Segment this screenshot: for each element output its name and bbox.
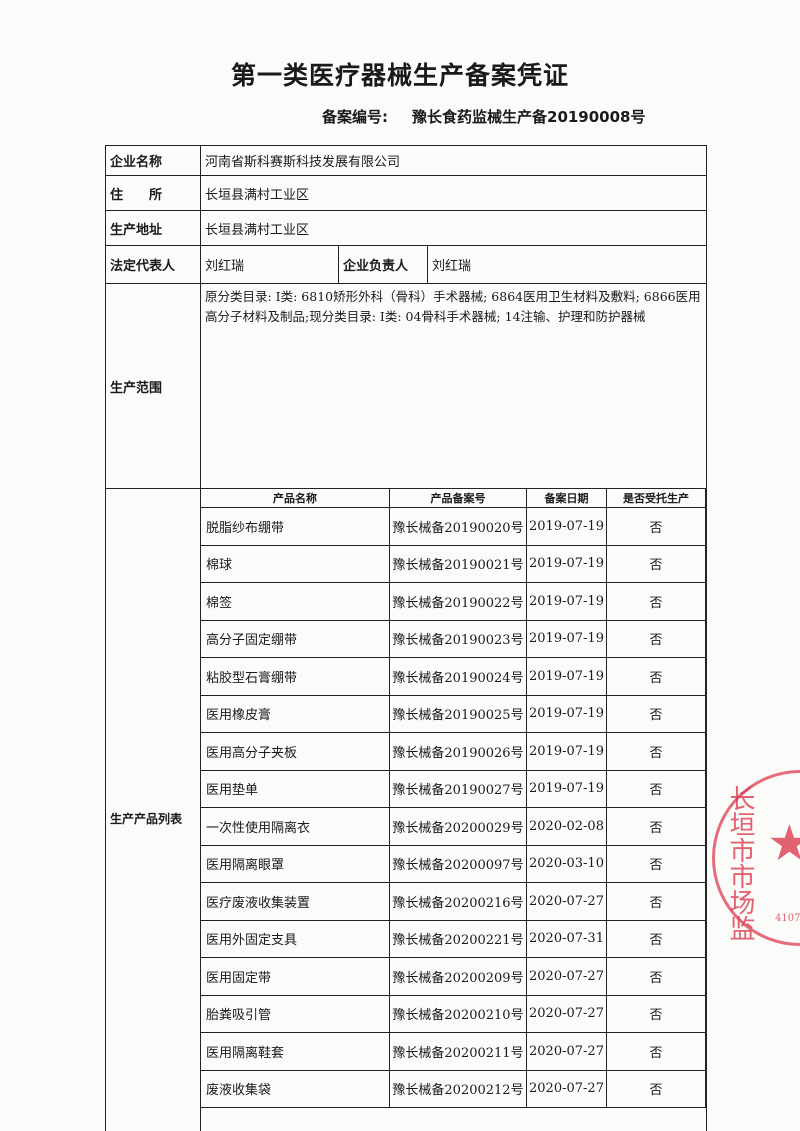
product-date: 2020-02-08 (526, 807, 607, 846)
product-date: 2020-07-31 (526, 919, 607, 958)
product-date: 2020-07-27 (526, 882, 607, 921)
product-name: 医用隔离眼罩 (200, 844, 390, 883)
product-entrusted: 否 (606, 544, 706, 583)
product-record-number: 豫长械备20200211号 (389, 1032, 527, 1071)
product-record-number: 豫长械备20200216号 (389, 882, 527, 921)
product-entrusted: 否 (606, 1069, 706, 1108)
star-icon: ★ (767, 814, 800, 872)
product-record-number: 豫长械备20190027号 (389, 769, 527, 808)
product-name: 医用固定带 (200, 957, 390, 996)
scope-value: 原分类目录: Ⅰ类: 6810矫形外科（骨科）手术器械; 6864医用卫生材料及… (200, 283, 707, 489)
product-date: 2020-07-27 (526, 1032, 607, 1071)
product-date: 2019-07-19 (526, 657, 607, 696)
product-name: 医用垫单 (200, 769, 390, 808)
page-title: 第一类医疗器械生产备案凭证 (230, 61, 569, 90)
product-date: 2019-07-19 (526, 732, 607, 771)
scope-label: 生产范围 (105, 283, 201, 489)
product-name: 胎粪吸引管 (200, 994, 390, 1033)
product-entrusted: 否 (606, 957, 706, 996)
product-record-number: 豫长械备20200210号 (389, 994, 527, 1033)
product-date: 2020-07-27 (526, 1069, 607, 1108)
product-entrusted: 否 (606, 807, 706, 846)
head-value: 刘红瑞 (427, 245, 707, 284)
product-name: 医用高分子夹板 (200, 732, 390, 771)
product-entrusted: 否 (606, 582, 706, 621)
product-record-number: 豫长械备20200209号 (389, 957, 527, 996)
product-name: 粘胶型石膏绷带 (200, 657, 390, 696)
legal-rep-label: 法定代表人 (105, 245, 201, 284)
product-date: 2020-03-10 (526, 844, 607, 883)
head-label: 企业负责人 (338, 245, 428, 284)
company-label: 企业名称 (105, 145, 201, 176)
header-number: 产品备案号 (389, 488, 527, 508)
product-record-number: 豫长械备20190024号 (389, 657, 527, 696)
product-record-number: 豫长械备20190020号 (389, 507, 527, 546)
product-record-number: 豫长械备20200029号 (389, 807, 527, 846)
product-date: 2019-07-19 (526, 769, 607, 808)
products-label: 生产产品列表 (105, 488, 201, 1131)
product-entrusted: 否 (606, 882, 706, 921)
record-number-value: 豫长食药监械生产备20190008号 (412, 108, 646, 126)
legal-rep-value: 刘红瑞 (200, 245, 339, 284)
product-name: 医用隔离鞋套 (200, 1032, 390, 1071)
product-record-number: 豫长械备20190023号 (389, 619, 527, 658)
product-entrusted: 否 (606, 507, 706, 546)
product-name: 一次性使用隔离衣 (200, 807, 390, 846)
product-date: 2019-07-19 (526, 694, 607, 733)
products-table: 产品名称 产品备案号 备案日期 是否受托生产 脱脂纱布绷带 豫长械备20190020号 20… (200, 488, 707, 1131)
product-name: 医疗废液收集装置 (200, 882, 390, 921)
product-entrusted: 否 (606, 657, 706, 696)
product-record-number: 豫长械备20200221号 (389, 919, 527, 958)
site-label: 生产地址 (105, 210, 201, 246)
product-entrusted: 否 (606, 919, 706, 958)
address-label: 住 所 (105, 175, 201, 211)
header-entrusted: 是否受托生产 (606, 488, 706, 508)
site-value: 长垣县满村工业区 (200, 210, 707, 246)
address-value: 长垣县满村工业区 (200, 175, 707, 211)
product-entrusted: 否 (606, 619, 706, 658)
header-date: 备案日期 (526, 488, 607, 508)
product-record-number: 豫长械备20190025号 (389, 694, 527, 733)
product-record-number: 豫长械备20190026号 (389, 732, 527, 771)
official-seal: 长垣市市场监 ★ 41072 (712, 770, 800, 946)
product-date: 2019-07-19 (526, 507, 607, 546)
product-entrusted: 否 (606, 694, 706, 733)
product-record-number: 豫长械备20190021号 (389, 544, 527, 583)
record-number: 备案编号: 豫长食药监械生产备20190008号 (322, 106, 646, 127)
company-value: 河南省斯科赛斯科技发展有限公司 (200, 145, 707, 176)
seal-number: 41072 (775, 913, 800, 924)
product-entrusted: 否 (606, 769, 706, 808)
product-entrusted: 否 (606, 994, 706, 1033)
header-name: 产品名称 (200, 488, 390, 508)
product-date: 2020-07-27 (526, 994, 607, 1033)
product-name: 脱脂纱布绷带 (200, 507, 390, 546)
product-date: 2019-07-19 (526, 582, 607, 621)
product-name: 医用橡皮膏 (200, 694, 390, 733)
product-name: 高分子固定绷带 (200, 619, 390, 658)
product-entrusted: 否 (606, 844, 706, 883)
seal-text: 长垣市市场监 (725, 785, 755, 941)
product-name: 废液收集袋 (200, 1069, 390, 1108)
product-name: 棉签 (200, 582, 390, 621)
product-date: 2020-07-27 (526, 957, 607, 996)
product-date: 2019-07-19 (526, 619, 607, 658)
product-name: 医用外固定支具 (200, 919, 390, 958)
product-record-number: 豫长械备20200212号 (389, 1069, 527, 1108)
record-number-label: 备案编号: (322, 108, 388, 126)
product-name: 棉球 (200, 544, 390, 583)
product-entrusted: 否 (606, 1032, 706, 1071)
product-record-number: 豫长械备20190022号 (389, 582, 527, 621)
product-record-number: 豫长械备20200097号 (389, 844, 527, 883)
product-date: 2019-07-19 (526, 544, 607, 583)
product-entrusted: 否 (606, 732, 706, 771)
